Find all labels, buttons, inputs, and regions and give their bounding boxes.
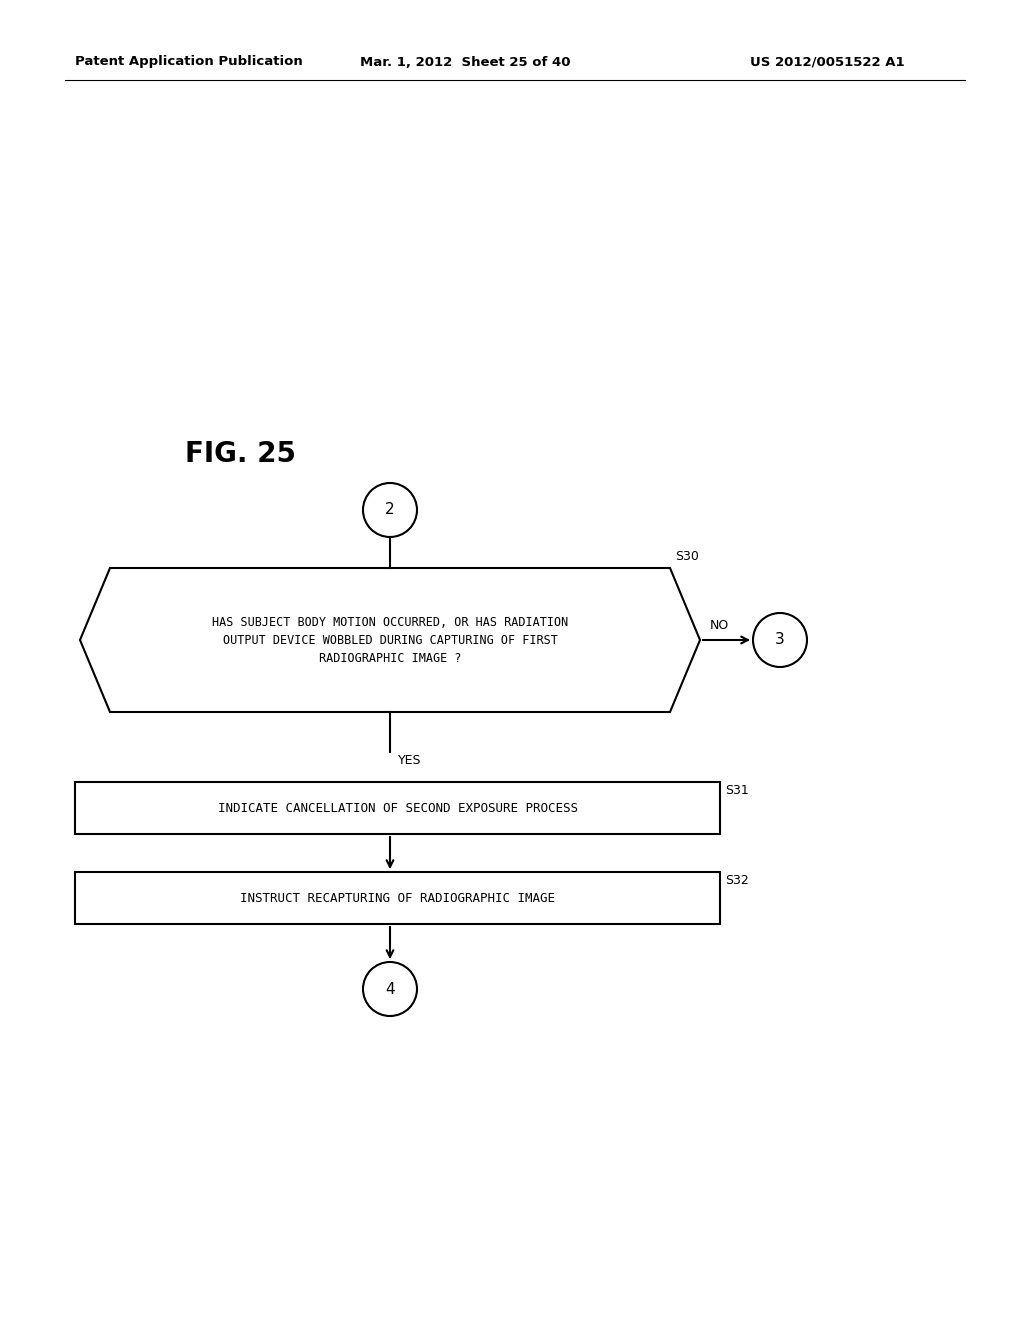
Text: INDICATE CANCELLATION OF SECOND EXPOSURE PROCESS: INDICATE CANCELLATION OF SECOND EXPOSURE… bbox=[217, 801, 578, 814]
Text: S31: S31 bbox=[725, 784, 749, 797]
Text: OUTPUT DEVICE WOBBLED DURING CAPTURING OF FIRST: OUTPUT DEVICE WOBBLED DURING CAPTURING O… bbox=[222, 634, 557, 647]
Text: 3: 3 bbox=[775, 632, 784, 648]
Text: NO: NO bbox=[710, 619, 729, 632]
Text: HAS SUBJECT BODY MOTION OCCURRED, OR HAS RADIATION: HAS SUBJECT BODY MOTION OCCURRED, OR HAS… bbox=[212, 615, 568, 628]
Text: Mar. 1, 2012  Sheet 25 of 40: Mar. 1, 2012 Sheet 25 of 40 bbox=[360, 55, 570, 69]
Text: INSTRUCT RECAPTURING OF RADIOGRAPHIC IMAGE: INSTRUCT RECAPTURING OF RADIOGRAPHIC IMA… bbox=[240, 891, 555, 904]
Text: 2: 2 bbox=[385, 503, 395, 517]
Text: YES: YES bbox=[398, 754, 422, 767]
Text: 4: 4 bbox=[385, 982, 395, 997]
Text: Patent Application Publication: Patent Application Publication bbox=[75, 55, 303, 69]
Text: S32: S32 bbox=[725, 874, 749, 887]
Text: FIG. 25: FIG. 25 bbox=[185, 440, 296, 469]
Text: S30: S30 bbox=[675, 550, 698, 564]
Text: US 2012/0051522 A1: US 2012/0051522 A1 bbox=[750, 55, 904, 69]
Text: RADIOGRAPHIC IMAGE ?: RADIOGRAPHIC IMAGE ? bbox=[318, 652, 461, 664]
